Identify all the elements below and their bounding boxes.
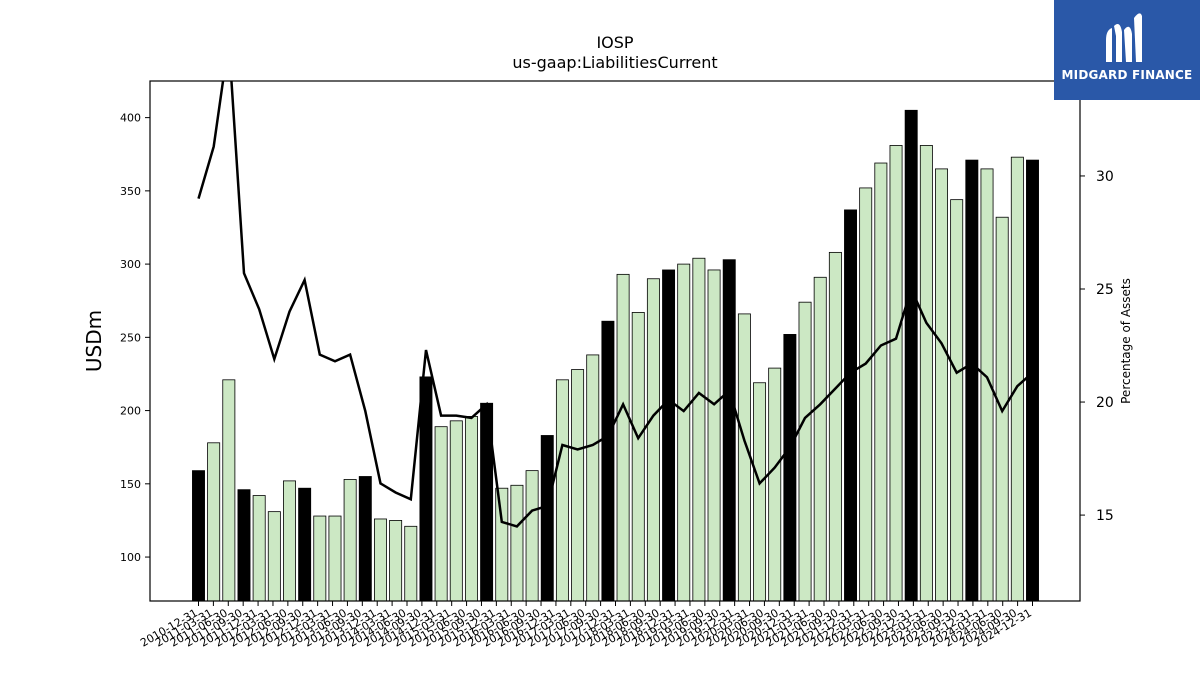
x-axis: 2010-12-312011-03-312011-06-302011-09-30… [138,601,1034,650]
bar [692,257,706,602]
bar [252,495,266,602]
y-tick-label: 300 [120,258,141,271]
y-axis-left: 100 150 200 250 300 350 400 [120,112,150,564]
bar [510,484,524,602]
bar [753,382,767,602]
bar [601,320,615,602]
bar [404,525,418,602]
bar [207,442,221,602]
y2-tick-label: 20 [1096,395,1114,411]
bar [798,301,812,602]
bar [343,479,357,602]
bar [965,159,979,602]
chart-title: IOSP [596,33,633,52]
bar [859,187,873,602]
bar [222,379,236,602]
bar [419,376,433,602]
bar [571,369,585,602]
bar [237,489,251,602]
logo-text: MIDGARD FINANCE [1061,68,1193,82]
bar [298,487,312,602]
bar [525,470,539,602]
bar [950,199,964,602]
bar [192,470,205,602]
y2-tick-label: 30 [1096,169,1114,185]
y2-axis-label: Percentage of Assets [1119,278,1133,404]
bar [707,269,721,602]
bar [616,273,630,602]
bar [631,312,645,602]
y2-tick-label: 25 [1096,282,1114,298]
y-tick-label: 350 [120,185,141,198]
bar [283,480,296,602]
bar [586,354,600,602]
bar [813,276,827,602]
bar [844,209,858,602]
y-tick-label: 150 [120,478,141,491]
bar [722,259,736,602]
bar [646,278,660,602]
bar [555,379,569,602]
series-line [197,81,1034,528]
y-axis-right: 15 20 25 30 [1080,169,1114,524]
brand-logo: MIDGARD FINANCE [1054,0,1200,100]
bar [540,435,554,602]
chart-subtitle: us-gaap:LiabilitiesCurrent [512,53,717,72]
bar [328,515,342,602]
y-tick-label: 200 [120,405,141,418]
bar [935,168,948,602]
bar [768,367,782,602]
bar [904,109,918,602]
line-group [197,81,1034,528]
bar [358,476,372,602]
bar [495,487,509,602]
bar [1026,159,1039,602]
bar [434,426,448,602]
bar [662,269,676,602]
y-tick-label: 400 [120,112,141,125]
bar [373,518,387,602]
bar [267,511,281,602]
bar [449,420,463,602]
bar [464,416,478,602]
bar [919,145,933,602]
bar [389,520,403,602]
bar [828,251,842,602]
y-tick-label: 100 [120,551,141,564]
y-axis-label: USDm [82,310,106,372]
bar [783,334,797,602]
bar [737,313,751,602]
y-tick-label: 250 [120,331,141,344]
bar [313,515,327,602]
bar [1010,156,1024,602]
bar [677,263,691,602]
bar [874,162,888,602]
bar [889,145,903,602]
plot-frame [149,80,1081,602]
midgard-logo-icon [1106,13,1142,62]
y2-tick-label: 15 [1096,508,1114,524]
